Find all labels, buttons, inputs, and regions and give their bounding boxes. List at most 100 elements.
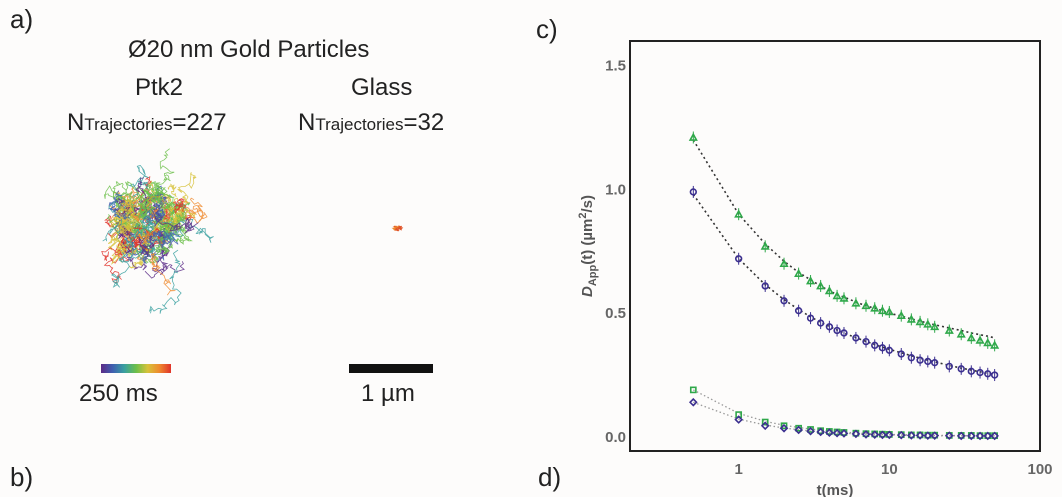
scale-bar [349, 364, 433, 373]
y-tick-label: 0.0 [605, 429, 626, 446]
data-point [839, 429, 849, 438]
data-point [862, 337, 870, 346]
data-point [944, 431, 954, 440]
trajectory-path [119, 224, 129, 234]
n-prefix: N [67, 109, 85, 136]
data-point [761, 418, 769, 426]
trajectory-path [113, 208, 139, 233]
data-point [896, 310, 906, 320]
data-point [916, 356, 924, 364]
data-points [688, 131, 1000, 441]
data-point [825, 323, 834, 331]
glass-trajectory-path [394, 225, 399, 229]
fit-curve [692, 139, 995, 339]
data-point [967, 367, 975, 376]
trajectory-path [160, 245, 171, 255]
data-point [832, 428, 842, 438]
data-point [870, 430, 880, 440]
data-point [976, 368, 984, 377]
data-point [734, 255, 743, 263]
data-point [816, 281, 826, 290]
data-point [734, 415, 743, 424]
data-point [871, 341, 879, 350]
data-point [877, 305, 887, 315]
data-point [930, 321, 940, 331]
trajectory-path [173, 198, 187, 215]
data-point [975, 431, 985, 441]
data-point [780, 297, 788, 305]
trajectory-path [128, 164, 149, 197]
n-subscript: Trajectories [84, 115, 173, 134]
glass-trajectory-count: NTrajectories=32 [298, 109, 444, 137]
data-point [990, 431, 999, 441]
data-point [794, 268, 804, 277]
fit-curve [692, 193, 995, 376]
glass-trajectory-path [394, 227, 400, 231]
data-point [990, 340, 1000, 349]
data-point [915, 431, 925, 440]
trajectory-path [141, 187, 158, 201]
glass-label: Glass [351, 74, 413, 101]
data-point [806, 426, 815, 436]
panel-label-b: b) [10, 462, 34, 492]
data-point [816, 319, 825, 327]
n-value: =227 [172, 109, 227, 136]
data-point [760, 421, 770, 431]
data-point [861, 430, 871, 439]
trajectory-path [167, 224, 193, 249]
data-point [852, 334, 860, 342]
fit-curve [693, 389, 995, 437]
data-point [870, 303, 880, 312]
data-point [915, 316, 925, 326]
trajectory-path [154, 215, 199, 234]
data-point [794, 425, 803, 435]
data-point [897, 350, 905, 358]
data-point [851, 298, 861, 307]
data-point [839, 293, 849, 302]
data-point [851, 429, 861, 439]
trajectory-path [120, 238, 131, 248]
data-point [957, 365, 965, 373]
trajectory-path [112, 237, 128, 254]
panel-label-c: c) [536, 14, 558, 44]
trajectory-path [111, 244, 135, 288]
data-point [923, 431, 933, 440]
data-point [975, 335, 985, 344]
data-point [689, 386, 697, 394]
y-label-main: D [579, 286, 596, 297]
y-axis-label: DApp(t) (µm2/s) Ø20 nm Gold/Ptk2Ø20 nm G… [577, 195, 599, 297]
data-point [907, 354, 916, 362]
trajectory-path [141, 215, 153, 233]
trajectory-path [151, 202, 165, 223]
data-point [966, 431, 976, 441]
data-point [806, 314, 815, 322]
ptk2-label: Ptk2 [135, 74, 184, 101]
trajectory-path [160, 172, 197, 214]
trajectory-path [138, 236, 150, 257]
y-label-sup: 2 [577, 213, 589, 219]
data-point [956, 329, 966, 338]
data-point [984, 370, 992, 378]
trajectory-plots [101, 148, 404, 314]
data-point [924, 357, 932, 366]
data-point [907, 431, 916, 440]
data-point [816, 427, 825, 437]
n-subscript: Trajectories [315, 115, 404, 134]
trajectory-path [167, 183, 177, 198]
data-point [944, 325, 954, 334]
y-tick-label: 0.5 [605, 305, 626, 322]
data-point [945, 362, 953, 371]
x-tick-label: 10 [881, 461, 898, 478]
n-prefix: N [298, 109, 316, 136]
data-point [966, 333, 976, 342]
data-point [761, 282, 769, 290]
trajectory-path [153, 230, 176, 247]
data-point [779, 258, 789, 268]
data-point [878, 430, 887, 440]
trajectory-path [150, 253, 176, 296]
panel-a-title: Ø20 nm Gold Particles [128, 36, 370, 63]
data-point [824, 286, 834, 295]
data-point [906, 314, 916, 323]
data-point [990, 371, 999, 379]
